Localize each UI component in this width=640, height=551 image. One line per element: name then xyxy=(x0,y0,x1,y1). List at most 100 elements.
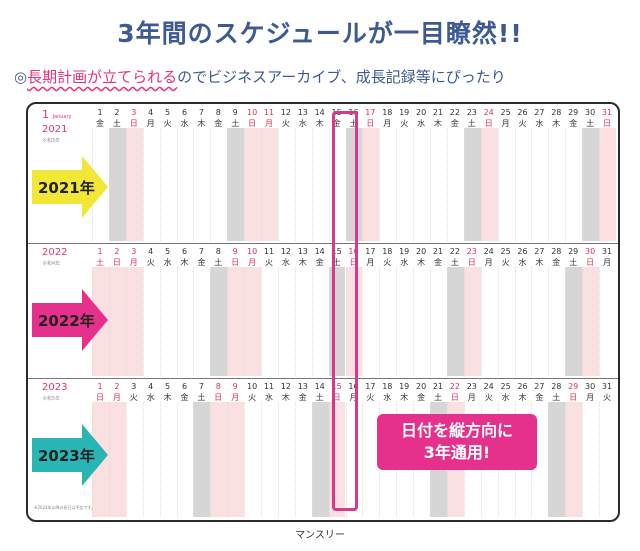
day-weekday: 金 xyxy=(450,119,459,128)
day-number: 22 xyxy=(449,108,460,117)
year-arrow xyxy=(32,289,108,351)
day-column xyxy=(582,402,599,517)
day-weekday: 月 xyxy=(484,258,493,267)
day-column xyxy=(244,402,261,517)
day-column xyxy=(210,128,228,241)
day-number: 27 xyxy=(534,247,545,256)
day-number: 24 xyxy=(483,382,494,391)
day-number: 2 xyxy=(114,108,120,117)
day-number: 14 xyxy=(314,108,325,117)
day-number: 18 xyxy=(382,382,393,391)
day-weekday: 月 xyxy=(586,393,595,402)
day-weekday: 木 xyxy=(417,258,426,267)
day-number: 17 xyxy=(365,108,376,117)
day-weekday: 水 xyxy=(146,393,155,402)
day-column xyxy=(379,128,397,241)
day-weekday: 火 xyxy=(501,258,510,267)
day-weekday: 火 xyxy=(146,258,155,267)
day-weekday: 土 xyxy=(197,393,206,402)
day-number: 12 xyxy=(280,108,291,117)
day-weekday: 木 xyxy=(315,119,324,128)
day-column xyxy=(565,402,583,517)
day-weekday: 月 xyxy=(129,258,138,267)
day-column xyxy=(446,128,464,241)
day-number: 25 xyxy=(500,108,511,117)
day-column xyxy=(548,267,566,376)
month-label: 1 January xyxy=(42,108,71,121)
day-number: 21 xyxy=(432,247,444,256)
day-weekday: 木 xyxy=(180,258,189,267)
day-column xyxy=(227,128,245,241)
day-number: 30 xyxy=(585,382,596,391)
day-number: 23 xyxy=(466,108,477,117)
day-column xyxy=(430,128,447,241)
day-weekday: 日 xyxy=(112,258,121,267)
day-weekday: 月 xyxy=(383,119,392,128)
day-column xyxy=(277,402,295,517)
day-column xyxy=(176,267,194,376)
day-number: 14 xyxy=(314,247,325,256)
caption: マンスリー xyxy=(295,530,345,541)
day-column xyxy=(582,128,599,241)
day-column xyxy=(210,402,228,517)
day-number: 13 xyxy=(297,382,308,391)
day-weekday: 金 xyxy=(96,119,104,128)
day-weekday: 土 xyxy=(349,119,358,128)
day-number: 7 xyxy=(198,382,204,391)
day-weekday: 金 xyxy=(535,393,544,402)
day-number: 3 xyxy=(131,382,137,391)
day-weekday: 日 xyxy=(214,393,223,402)
day-weekday: 土 xyxy=(231,119,240,128)
day-column xyxy=(294,402,312,517)
day-weekday: 木 xyxy=(197,119,206,128)
day-weekday: 木 xyxy=(163,393,172,402)
day-weekday: 水 xyxy=(501,393,510,402)
day-number: 26 xyxy=(517,108,528,117)
day-weekday: 水 xyxy=(535,119,544,128)
day-number: 11 xyxy=(263,108,275,117)
day-column xyxy=(362,128,380,241)
day-number: 25 xyxy=(500,247,511,256)
day-number: 6 xyxy=(181,108,188,117)
day-column xyxy=(125,128,143,241)
day-number: 15 xyxy=(331,382,342,391)
day-column xyxy=(142,402,160,517)
day-weekday: 木 xyxy=(298,258,307,267)
day-weekday: 日 xyxy=(467,258,476,267)
day-column xyxy=(159,267,177,376)
day-weekday: 水 xyxy=(417,119,426,128)
day-weekday: 金 xyxy=(197,258,206,267)
day-column xyxy=(480,267,498,376)
day-column xyxy=(531,267,549,376)
day-weekday: 水 xyxy=(383,393,392,402)
day-column xyxy=(125,402,143,517)
day-weekday: 日 xyxy=(450,393,459,402)
day-number: 19 xyxy=(399,247,410,256)
day-number: 5 xyxy=(165,382,171,391)
day-column xyxy=(497,267,515,376)
day-column xyxy=(159,128,177,241)
day-number: 21 xyxy=(432,382,444,391)
day-number: 1 xyxy=(97,382,103,391)
day-number: 13 xyxy=(297,247,308,256)
day-column xyxy=(531,128,549,241)
subline: ◎長期計画が立てられるのでビジネスアーカイブ、成長記録等にぴったり xyxy=(14,66,634,87)
day-number: 28 xyxy=(551,108,562,117)
day-weekday: 木 xyxy=(434,119,442,128)
day-weekday: 水 xyxy=(518,258,527,267)
day-column xyxy=(345,267,363,376)
day-column xyxy=(599,402,616,517)
day-weekday: 金 xyxy=(180,393,189,402)
day-number: 4 xyxy=(148,247,154,256)
day-number: 8 xyxy=(215,382,221,391)
day-weekday: 水 xyxy=(180,119,189,128)
day-weekday: 月 xyxy=(467,393,476,402)
day-weekday: 土 xyxy=(450,258,459,267)
footnote: ※2024年以降の祝日は予定です。 xyxy=(34,505,96,510)
day-number: 18 xyxy=(382,108,393,117)
day-number: 11 xyxy=(263,247,275,256)
day-number: 29 xyxy=(568,108,579,117)
day-column xyxy=(261,128,278,241)
day-weekday: 水 xyxy=(163,258,172,267)
day-weekday: 金 xyxy=(315,258,324,267)
